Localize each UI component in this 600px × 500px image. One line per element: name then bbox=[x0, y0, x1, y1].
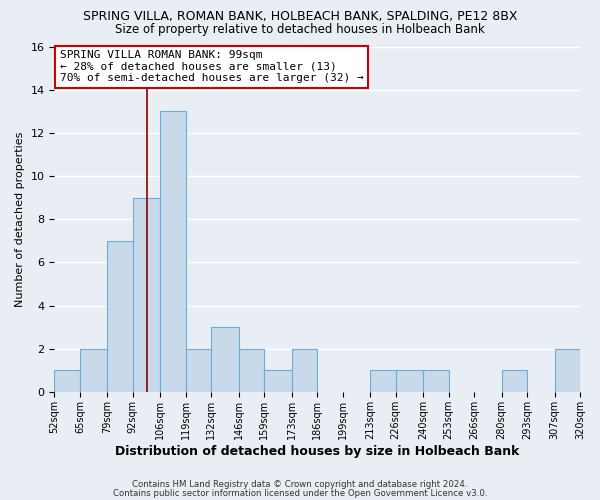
Y-axis label: Number of detached properties: Number of detached properties bbox=[15, 132, 25, 307]
Bar bbox=[423, 370, 449, 392]
Bar bbox=[55, 370, 80, 392]
Bar bbox=[186, 349, 211, 392]
Bar bbox=[80, 349, 107, 392]
Text: Size of property relative to detached houses in Holbeach Bank: Size of property relative to detached ho… bbox=[115, 22, 485, 36]
Bar bbox=[292, 349, 317, 392]
Bar bbox=[107, 241, 133, 392]
Bar bbox=[502, 370, 527, 392]
Text: SPRING VILLA ROMAN BANK: 99sqm
← 28% of detached houses are smaller (13)
70% of : SPRING VILLA ROMAN BANK: 99sqm ← 28% of … bbox=[59, 50, 364, 83]
Bar bbox=[554, 349, 580, 392]
Bar bbox=[395, 370, 423, 392]
Bar bbox=[239, 349, 264, 392]
Text: Contains public sector information licensed under the Open Government Licence v3: Contains public sector information licen… bbox=[113, 489, 487, 498]
Bar bbox=[370, 370, 395, 392]
Text: SPRING VILLA, ROMAN BANK, HOLBEACH BANK, SPALDING, PE12 8BX: SPRING VILLA, ROMAN BANK, HOLBEACH BANK,… bbox=[83, 10, 517, 23]
Bar bbox=[133, 198, 160, 392]
Text: Contains HM Land Registry data © Crown copyright and database right 2024.: Contains HM Land Registry data © Crown c… bbox=[132, 480, 468, 489]
Bar bbox=[211, 327, 239, 392]
X-axis label: Distribution of detached houses by size in Holbeach Bank: Distribution of detached houses by size … bbox=[115, 444, 520, 458]
Bar bbox=[264, 370, 292, 392]
Bar bbox=[160, 112, 186, 392]
